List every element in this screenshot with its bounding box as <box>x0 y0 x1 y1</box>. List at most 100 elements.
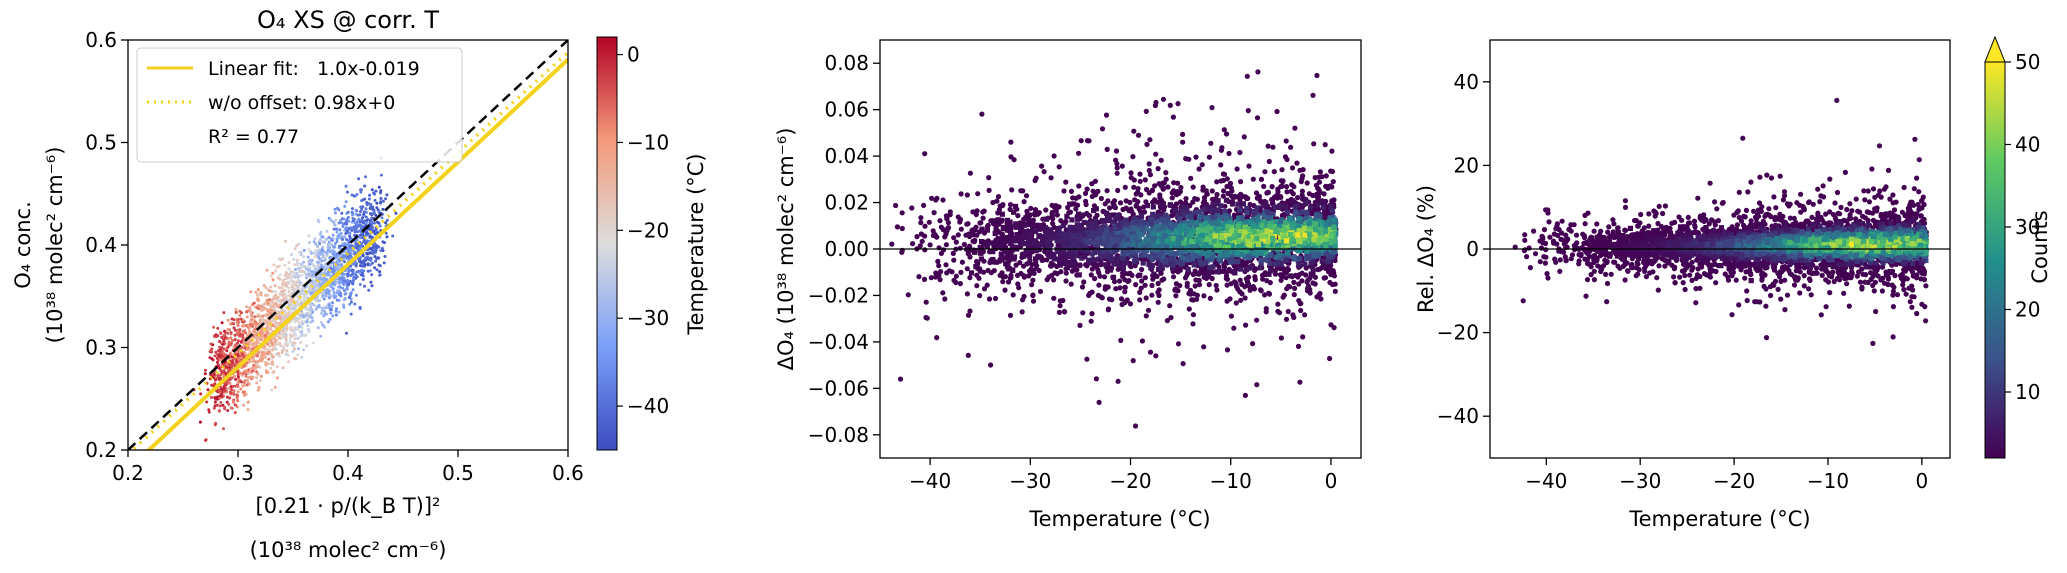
hexbin-cell <box>1190 321 1196 327</box>
scatter-point <box>381 249 385 253</box>
scatter-point <box>225 349 229 353</box>
scatter-point <box>338 279 342 283</box>
hexbin-cell <box>1196 277 1202 283</box>
scatter-point <box>371 251 375 255</box>
scatter-point <box>246 408 250 412</box>
hexbin-cell <box>1046 274 1052 280</box>
scatter-point <box>384 221 388 225</box>
hexbin-cell <box>1083 262 1089 268</box>
hexbin-cell <box>1329 168 1336 175</box>
scatter-point <box>280 286 284 290</box>
scatter-point <box>236 323 240 327</box>
scatter-point <box>245 369 248 373</box>
scatter-point <box>229 336 233 340</box>
hexbin-cell <box>1284 156 1290 163</box>
hexbin-cell <box>1013 262 1019 268</box>
hexbin-cell <box>980 215 986 221</box>
scatter-point <box>242 390 246 394</box>
scatter-point <box>323 240 327 244</box>
scatter-point <box>226 364 230 368</box>
scatter-point <box>233 338 237 342</box>
hexbin-cell <box>1133 203 1139 209</box>
hexbin-cell <box>1076 183 1082 189</box>
scatter-point <box>255 370 259 374</box>
scatter-point <box>325 229 329 233</box>
scatter-point <box>286 275 289 279</box>
scatter-point <box>271 323 275 327</box>
scatter-point <box>305 311 309 315</box>
hexbin-cell <box>1295 195 1301 201</box>
scatter-point <box>299 262 303 266</box>
panel-a-x-tick-label: 0.3 <box>222 461 254 485</box>
scatter-point <box>239 317 243 321</box>
scatter-point <box>226 409 230 412</box>
scatter-point <box>300 311 304 315</box>
scatter-point <box>319 334 323 338</box>
scatter-point <box>207 408 211 412</box>
scatter-point <box>223 330 227 334</box>
scatter-point <box>256 314 260 318</box>
hexbin-cell <box>1316 188 1322 194</box>
scatter-point <box>369 220 373 224</box>
hexbin-cell <box>1283 316 1290 322</box>
scatter-point <box>346 190 349 194</box>
hexbin-cell <box>1127 301 1134 307</box>
hexbin-cell <box>1051 277 1057 283</box>
hexbin-cell <box>1051 153 1057 159</box>
scatter-point <box>328 296 331 300</box>
hexbin-cell <box>1131 177 1137 183</box>
scatter-point <box>354 208 358 212</box>
scatter-point <box>278 316 282 319</box>
hexbin-cell <box>981 286 988 292</box>
scatter-point <box>320 259 324 263</box>
hexbin-cell <box>1092 192 1098 198</box>
scatter-point <box>356 230 360 234</box>
scatter-point <box>260 334 264 338</box>
hexbin-cell <box>1231 325 1237 331</box>
scatter-point <box>266 352 270 356</box>
hexbin-cell <box>985 267 991 274</box>
hexbin-cell <box>1118 296 1125 302</box>
hexbin-cell <box>1101 274 1108 280</box>
scatter-point <box>319 280 323 284</box>
scatter-point <box>218 404 222 408</box>
scatter-point <box>333 207 337 211</box>
hexbin-cell <box>1122 289 1128 295</box>
hexbin-cell <box>1116 278 1123 284</box>
scatter-point <box>250 316 254 319</box>
hexbin-cell <box>1052 270 1058 276</box>
scatter-point <box>373 232 377 236</box>
scatter-point <box>318 238 322 241</box>
hexbin-cell <box>1105 284 1111 290</box>
scatter-point <box>362 212 366 216</box>
scatter-point <box>270 308 274 312</box>
scatter-point <box>315 283 319 287</box>
scatter-point <box>293 320 297 324</box>
scatter-point <box>297 347 300 351</box>
scatter-point <box>326 248 330 252</box>
hexbin-cell <box>986 296 993 302</box>
hexbin-cell <box>943 242 950 248</box>
hexbin-cell <box>1223 131 1230 137</box>
hexbin-cell <box>1083 198 1089 204</box>
scatter-point <box>363 184 366 188</box>
scatter-point <box>300 331 304 335</box>
hexbin-cell <box>1109 297 1115 303</box>
hexbin-cell <box>1063 179 1069 185</box>
hexbin-cell <box>958 191 964 197</box>
hexbin-cell <box>1246 163 1252 169</box>
scatter-point <box>233 328 237 332</box>
scatter-point <box>280 319 284 323</box>
scatter-point <box>335 230 339 234</box>
hexbin-cell <box>1114 161 1120 167</box>
scatter-point <box>364 175 367 179</box>
hexbin-cell <box>1299 270 1305 276</box>
hexbin-cell <box>1171 180 1177 186</box>
scatter-point <box>265 330 269 334</box>
hexbin-cell <box>1070 195 1076 201</box>
hexbin-cell <box>1330 268 1336 274</box>
scatter-point <box>307 289 311 293</box>
scatter-point <box>237 357 241 360</box>
scatter-point <box>374 189 378 193</box>
scatter-point <box>225 395 229 399</box>
